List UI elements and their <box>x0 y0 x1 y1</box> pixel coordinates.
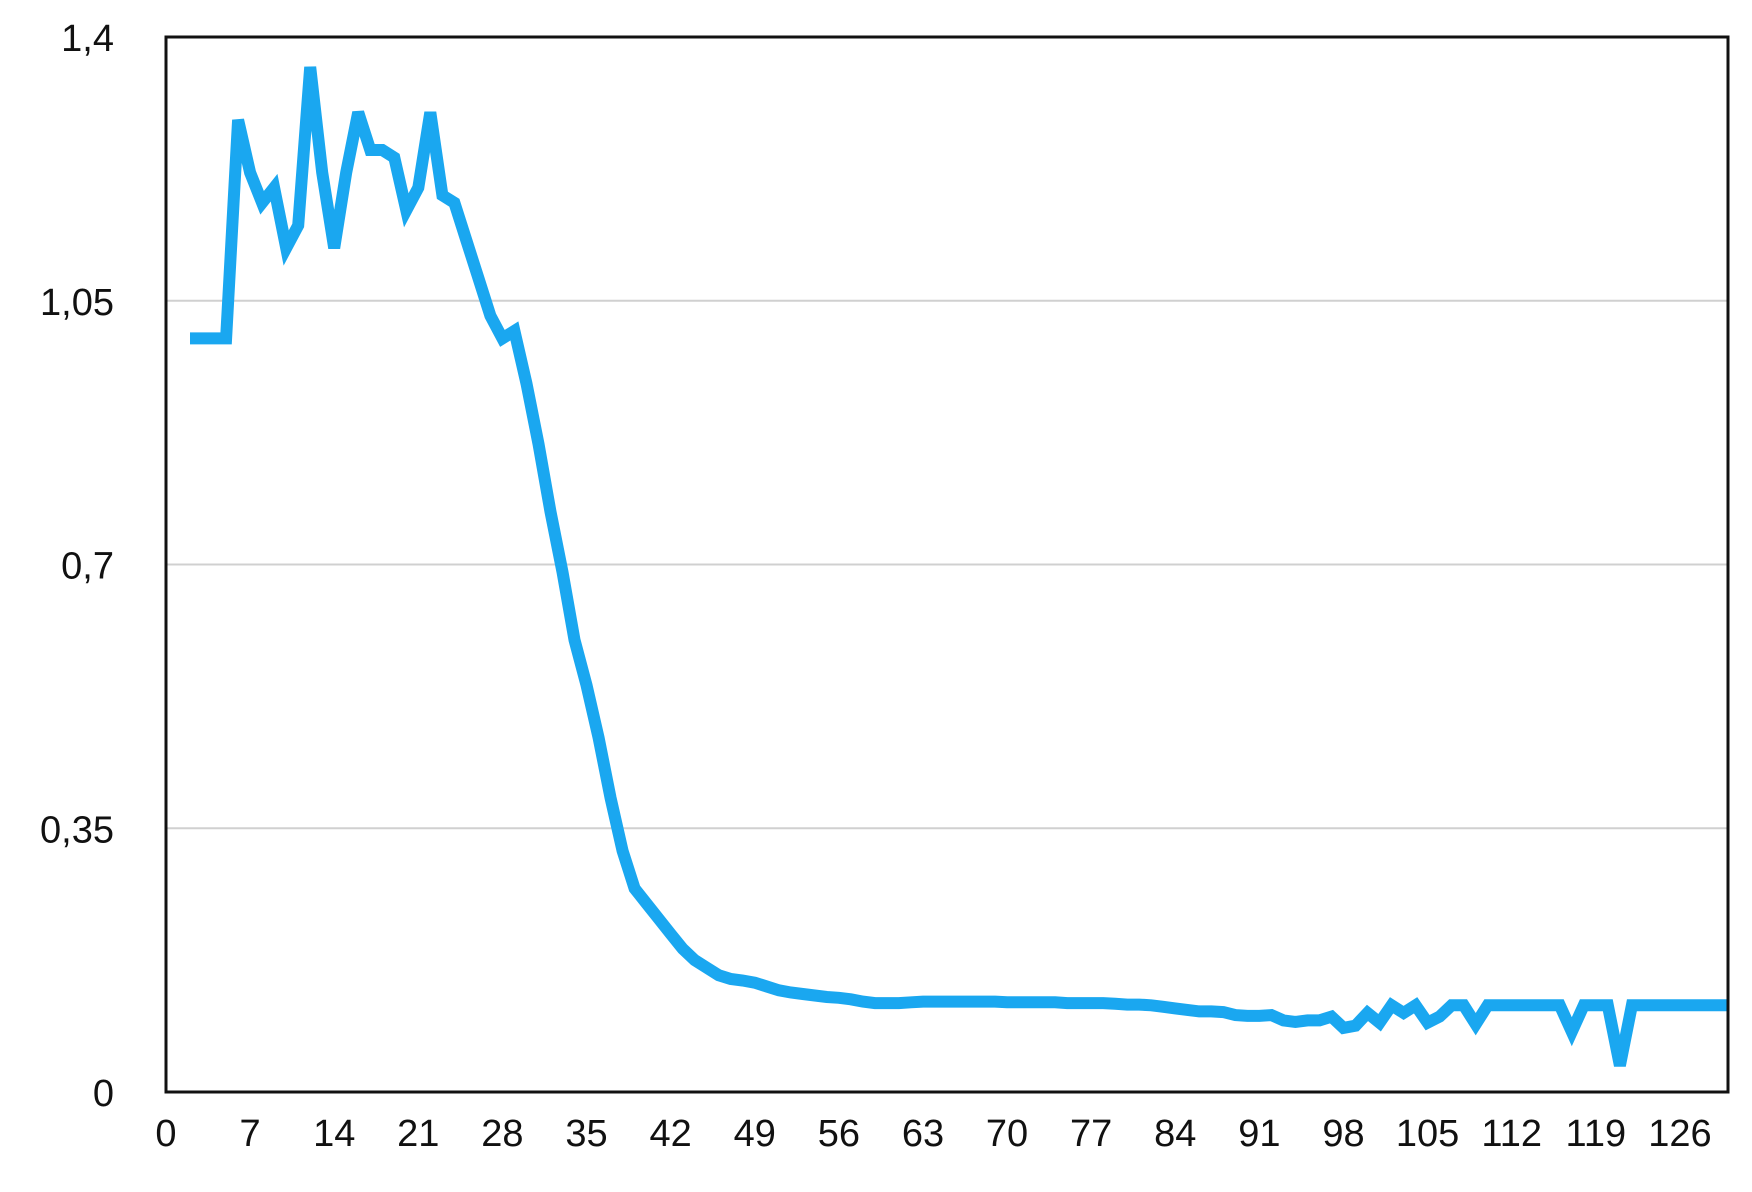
x-tick-label: 28 <box>481 1113 523 1155</box>
x-tick-label: 42 <box>650 1113 692 1155</box>
x-tick-label: 14 <box>313 1113 355 1155</box>
x-tick-label: 105 <box>1396 1113 1459 1155</box>
x-tick-label: 119 <box>1566 1113 1627 1155</box>
x-tick-label: 77 <box>1070 1113 1112 1155</box>
y-tick-label: 1,4 <box>61 18 114 60</box>
data-series <box>190 66 1728 1067</box>
x-tick-label: 56 <box>818 1113 860 1155</box>
gridlines <box>166 299 1728 830</box>
x-tick-label: 70 <box>986 1113 1028 1155</box>
series-line-0 <box>190 66 1728 1067</box>
x-tick-label: 7 <box>240 1113 261 1155</box>
plot-area-frame <box>164 35 1730 1094</box>
x-tick-label: 112 <box>1481 1113 1542 1155</box>
y-tick-label: 1,05 <box>40 282 114 324</box>
y-axis-tick-labels: 0 0,35 0,7 1,05 1,4 <box>40 18 114 1115</box>
x-tick-label: 35 <box>565 1113 607 1155</box>
y-tick-label: 0,7 <box>61 546 114 588</box>
y-tick-label: 0,35 <box>40 809 114 851</box>
x-tick-label: 21 <box>397 1113 439 1155</box>
x-tick-label: 84 <box>1154 1113 1196 1155</box>
x-axis-tick-labels: 0 7 14 21 28 35 42 49 56 63 70 77 84 91 98 105 112 119 126 <box>155 1113 1711 1155</box>
x-tick-label: 98 <box>1322 1113 1364 1155</box>
x-tick-label: 63 <box>902 1113 944 1155</box>
y-tick-label: 0 <box>93 1073 114 1115</box>
x-tick-label: 126 <box>1648 1113 1711 1155</box>
x-tick-label: 49 <box>734 1113 776 1155</box>
x-tick-label: 91 <box>1238 1113 1280 1155</box>
x-tick-label: 0 <box>155 1113 176 1155</box>
